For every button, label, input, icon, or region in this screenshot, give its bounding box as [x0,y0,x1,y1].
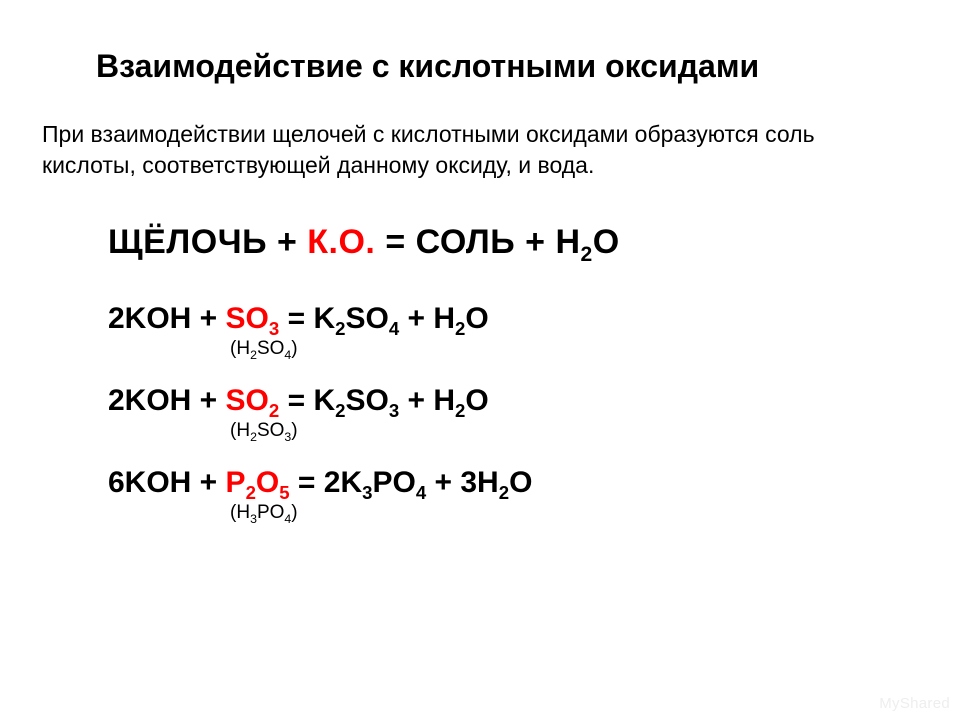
eq2-mid: = K [279,384,335,417]
equation-2: 2KOH + SO2 = K2SO3 + H2O [108,384,920,417]
equation-1: 2KOH + SO3 = K2SO4 + H2O [108,302,920,335]
watermark-text: MyShared [879,695,950,712]
eq1-mid: = K [279,302,335,335]
eq3-mid: = 2K [290,466,363,499]
subtitle-text: При взаимодействии щелочей с кислотными … [42,119,900,181]
equation-3: 6KOH + P2O5 = 2K3PO4 + 3H2O [108,466,920,499]
eq1-coef: 2KOH + [108,302,226,335]
reaction-scheme: ЩЁЛОЧЬ + К.О. = СОЛЬ + H2O [108,223,920,262]
equations-block: 2KOH + SO3 = K2SO4 + H2O (H2SO4) 2KOH + … [108,302,920,522]
eq3-coef: 6KOH + [108,466,226,499]
page-title: Взаимодействие с кислотными оксидами [96,48,920,85]
slide: Взаимодействие с кислотными оксидами При… [0,0,960,720]
scheme-rhs: = СОЛЬ + H [375,223,580,261]
eq2-coef: 2KOH + [108,384,226,417]
equation-3-note: (H3PO4) [230,503,920,522]
equation-2-note: (H2SO3) [230,421,920,440]
eq1-oxide: SO3 [226,302,280,335]
eq3-oxide: P2O5 [226,466,290,499]
eq2-oxide: SO2 [226,384,280,417]
scheme-tail: O [593,223,620,261]
equation-1-note: (H2SO4) [230,339,920,358]
scheme-sub: 2 [581,243,593,266]
scheme-oxide: К.О. [307,223,375,261]
scheme-lhs: ЩЁЛОЧЬ + [108,223,307,261]
